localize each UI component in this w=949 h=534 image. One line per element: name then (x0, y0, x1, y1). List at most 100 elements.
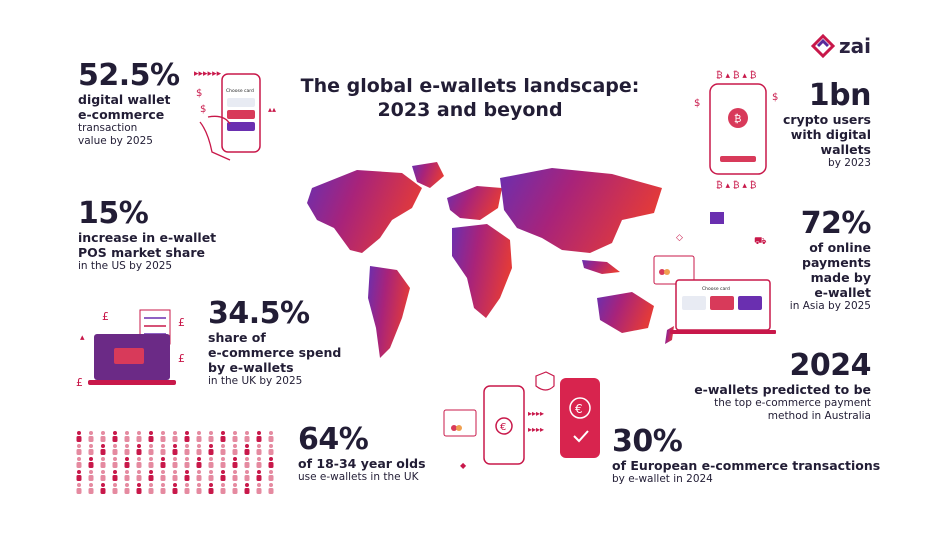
laptop-pound-illustration: £ ▴ £ £ £ (76, 309, 185, 389)
stat-note: by 2023 (828, 157, 871, 169)
person-icon (88, 457, 94, 468)
stat-subtitle: increase in e-wallet (78, 230, 217, 245)
brand-logo: zai (810, 33, 871, 59)
stat-note: method in Australia (767, 410, 871, 422)
stat-value: 72% (800, 206, 872, 241)
euro-icon: € (500, 422, 506, 433)
page-title: The global e-wallets landscape: 2023 and… (300, 74, 640, 122)
person-icon (100, 457, 106, 468)
arrow-chevrons: ▸▸▸▸▸▸ (194, 69, 222, 79)
phone-frame (709, 83, 767, 175)
stat-subtitle: e-commerce (78, 107, 165, 122)
person-icon (136, 470, 142, 481)
person-icon (220, 483, 226, 494)
person-icon (268, 470, 274, 481)
arrow-chevrons: ▴ (80, 333, 85, 343)
person-icon (100, 470, 106, 481)
stat-subtitle: of 18-34 year olds (298, 456, 426, 471)
stat-uk-ecommerce-spend: 34.5% share of e-commerce spend by e-wal… (208, 298, 341, 388)
person-icon (220, 457, 226, 468)
person-icon (184, 470, 190, 481)
stat-pos-market-share: 15% increase in e-wallet POS market shar… (78, 198, 216, 273)
person-icon (196, 444, 202, 455)
world-map (307, 162, 674, 358)
person-icon (124, 457, 130, 468)
person-icon (196, 470, 202, 481)
person-icon (160, 431, 166, 442)
shield-icon (535, 371, 555, 391)
diamond-icon: ◆ (460, 461, 467, 470)
person-icon (268, 483, 274, 494)
stat-crypto-users: 1bn crypto users with digital wallets by… (782, 78, 872, 170)
person-icon (88, 470, 94, 481)
person-icon (160, 444, 166, 455)
laptop-card-label: Choose card (702, 286, 730, 292)
person-icon (172, 431, 178, 442)
person-icon (112, 431, 118, 442)
card-option-selected (710, 296, 734, 310)
map-europe (447, 186, 502, 220)
brand-name: zai (839, 34, 871, 58)
phone-card-label: Choose card (226, 88, 254, 94)
dollar-icon: $ (772, 92, 778, 103)
stat-subtitle: share of (208, 330, 266, 345)
stat-subtitle: e-wallet (814, 285, 871, 300)
euro-phones-illustration: € ▸▸▸▸ ▸▸▸▸ € ◆ (443, 371, 600, 470)
map-asia (500, 168, 662, 253)
card-option-selected (227, 110, 255, 119)
person-icon (172, 470, 178, 481)
person-icon (136, 483, 142, 494)
pound-icon: £ (76, 376, 83, 389)
person-icon (220, 431, 226, 442)
person-icon (160, 483, 166, 494)
person-icon (208, 444, 214, 455)
person-icon (232, 470, 238, 481)
person-icon (256, 431, 262, 442)
bitcoin-icon: ₿ ▴ ₿ ▴ ₿ (716, 70, 757, 81)
laptop-asia-illustration: ◇ ⛟ Choose card (653, 212, 776, 334)
person-icon (256, 470, 262, 481)
title-line-1: The global e-wallets landscape: (300, 75, 640, 97)
person-icon (208, 470, 214, 481)
stat-note: in Asia by 2025 (789, 300, 871, 312)
bitcoin-icon: ₿ (734, 113, 741, 125)
person-icon (160, 470, 166, 481)
stat-subtitle: payments (802, 255, 871, 270)
stat-digital-wallet-ecommerce: 52.5% digital wallet e-commerce transact… (78, 60, 180, 148)
stat-asia-online-payments: 72% of online payments made by e-wallet … (789, 206, 872, 313)
crypto-phone-illustration: ₿ ▴ ₿ ▴ ₿ ₿ $ $ ₿ ▴ ₿ ▴ ₿ (694, 70, 778, 191)
stat-value: 1bn (808, 78, 872, 113)
person-icon (124, 483, 130, 494)
person-icon (232, 431, 238, 442)
person-icon (172, 444, 178, 455)
card-option (227, 122, 255, 131)
card-on-screen (114, 348, 144, 364)
card-panel (653, 255, 695, 285)
person-icon (184, 457, 190, 468)
dollar-icon: $ (694, 98, 700, 109)
person-icon (184, 431, 190, 442)
person-icon (76, 483, 82, 494)
person-icon (76, 444, 82, 455)
card-option (682, 296, 706, 310)
stat-note: transaction (78, 122, 138, 134)
pound-icon: £ (178, 352, 185, 365)
person-icon (148, 457, 154, 468)
stat-subtitle: crypto users (782, 112, 871, 127)
stat-note: value by 2025 (78, 135, 153, 147)
person-icon (76, 431, 82, 442)
email-icon (710, 212, 724, 224)
person-icon (256, 444, 262, 455)
person-icon (232, 444, 238, 455)
laptop-base (88, 380, 176, 385)
stat-value: 2024 (789, 348, 872, 383)
person-icon (184, 444, 190, 455)
card-panel (443, 409, 477, 437)
hand-outline (199, 115, 231, 161)
arrow-chevrons: ▸▸▸▸ (528, 409, 544, 418)
stat-australia-top-method: 2024 e-wallets predicted to be the top e… (694, 350, 871, 423)
person-icon (76, 470, 82, 481)
person-icon (184, 483, 190, 494)
person-icon (256, 483, 262, 494)
pound-icon: £ (102, 310, 109, 323)
